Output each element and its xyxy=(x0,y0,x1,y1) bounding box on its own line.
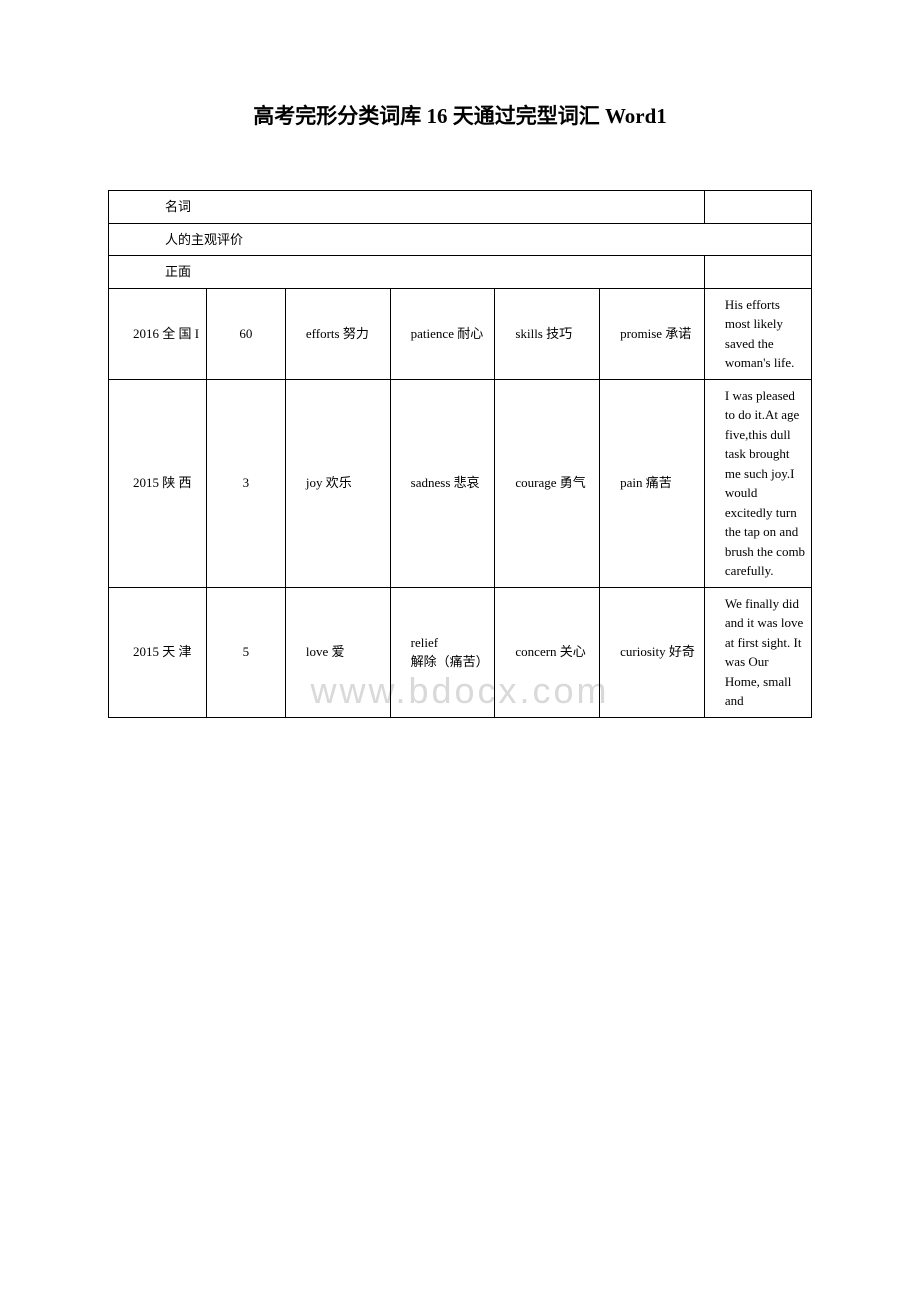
cell-word-c: concern 关心 xyxy=(495,587,600,717)
cell-num: 5 xyxy=(206,587,285,717)
cell-word-a: love 爱 xyxy=(285,587,390,717)
cell-sentence: We finally did and it was love at first … xyxy=(704,587,811,717)
header-row-1: 名词 xyxy=(109,191,812,224)
cell-num: 60 xyxy=(206,288,285,379)
cell-word-b: patience 耐心 xyxy=(390,288,495,379)
header-empty-3 xyxy=(704,256,811,289)
cell-word-d: curiosity 好奇 xyxy=(600,587,705,717)
cell-word-c: courage 勇气 xyxy=(495,379,600,587)
cell-word-c: skills 技巧 xyxy=(495,288,600,379)
cell-source: 2015 天 津 xyxy=(109,587,207,717)
table-row: 2016 全 国 I 60 efforts 努力 patience 耐心 ski… xyxy=(109,288,812,379)
header-row-3: 正面 xyxy=(109,256,812,289)
header-cell-2: 人的主观评价 xyxy=(109,223,812,256)
table-row: 2015 天 津 5 love 爱 relief解除（痛苦） concern 关… xyxy=(109,587,812,717)
cell-word-a: efforts 努力 xyxy=(285,288,390,379)
cell-word-b: sadness 悲哀 xyxy=(390,379,495,587)
header-cell-3: 正面 xyxy=(109,256,705,289)
table-row: 2015 陕 西 3 joy 欢乐 sadness 悲哀 courage 勇气 … xyxy=(109,379,812,587)
cell-word-d: promise 承诺 xyxy=(600,288,705,379)
cell-source: 2016 全 国 I xyxy=(109,288,207,379)
header-row-2: 人的主观评价 xyxy=(109,223,812,256)
document-title: 高考完形分类词库 16 天通过完型词汇 Word1 xyxy=(108,100,812,130)
header-cell-1: 名词 xyxy=(109,191,705,224)
cell-word-a: joy 欢乐 xyxy=(285,379,390,587)
vocabulary-table: 名词 人的主观评价 正面 2016 全 国 I 60 efforts 努力 pa… xyxy=(108,190,812,718)
cell-num: 3 xyxy=(206,379,285,587)
cell-word-d: pain 痛苦 xyxy=(600,379,705,587)
cell-sentence: I was pleased to do it.At age five,this … xyxy=(704,379,811,587)
cell-word-b: relief解除（痛苦） xyxy=(390,587,495,717)
header-empty-1 xyxy=(704,191,811,224)
cell-source: 2015 陕 西 xyxy=(109,379,207,587)
cell-sentence: His efforts most likely saved the woman'… xyxy=(704,288,811,379)
